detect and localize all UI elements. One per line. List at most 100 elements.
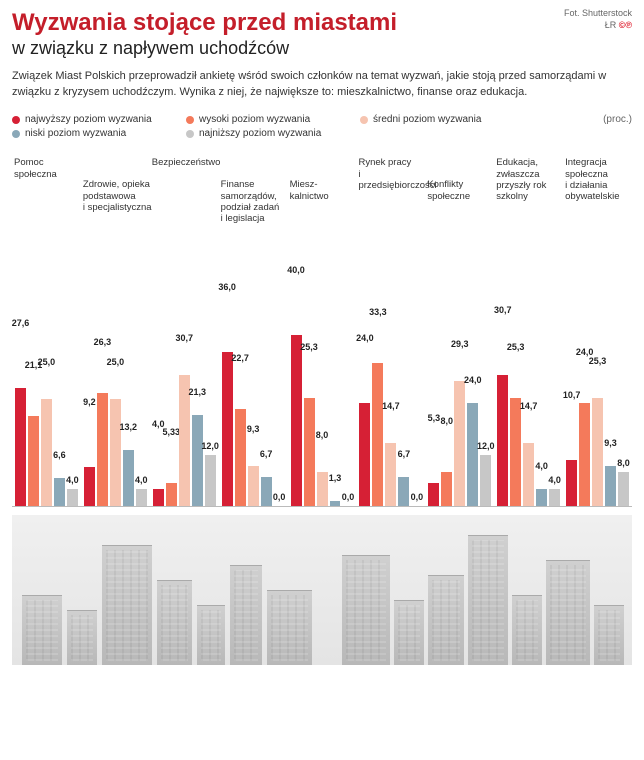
bar-wrap: 30,7 (497, 267, 508, 506)
legend-swatch (360, 116, 368, 124)
category-labels-row: PomocspołecznaZdrowie, opiekapodstawowai… (12, 157, 632, 267)
label-column: Rynek pracyi przedsiębiorczości (356, 157, 425, 267)
category-label: Zdrowie, opiekapodstawowai specjalistycz… (83, 179, 158, 213)
bar-value-label: 25,3 (507, 342, 525, 352)
intro-text: Związek Miast Polskich przeprowadził ank… (12, 69, 632, 100)
bar-wrap: 6,6 (54, 267, 65, 506)
bar-wrap: 14,7 (523, 267, 534, 506)
bar-value-label: 8,0 (617, 458, 630, 468)
bar-value-label: 13,2 (120, 422, 138, 432)
category-label: Edukacja,zwłaszczaprzyszły rokszkolny (496, 157, 571, 203)
bar (566, 460, 577, 506)
bar-wrap: 12,0 (480, 267, 491, 506)
bar (304, 398, 315, 506)
bar (330, 501, 341, 507)
bar (205, 455, 216, 506)
bar-wrap: 25,3 (592, 267, 603, 506)
bar (467, 403, 478, 506)
bar-wrap: 4,0 (153, 267, 164, 506)
legend-label: wysoki poziom wyzwania (199, 114, 310, 125)
bar-group: 5,38,0 29,3 24,012,0 (425, 267, 494, 506)
bar-value-label: 24,0 (464, 375, 482, 385)
bar-wrap: 9,3 (605, 267, 616, 506)
building-shape (67, 610, 97, 665)
bar (41, 399, 52, 506)
building-shape (428, 575, 464, 665)
bar-wrap: 25,3 (510, 267, 521, 506)
bar (28, 416, 39, 506)
bar (84, 467, 95, 506)
bar-value-label: 9,3 (247, 424, 260, 434)
legend-label: najwyższy poziom wyzwania (25, 114, 152, 125)
category-label: Integracjaspołecznai działaniaobywatelsk… (565, 157, 640, 203)
bar-wrap: 22,7 (235, 267, 246, 506)
bar-value-label: 4,0 (535, 461, 548, 471)
bar (398, 477, 409, 506)
bar (54, 478, 65, 506)
category-label: Pomocspołeczna (14, 157, 89, 180)
bar-wrap: 6,7 (261, 267, 272, 506)
bar-wrap: 4,0 (549, 267, 560, 506)
bar-value-label: 6,7 (398, 449, 411, 459)
bar-value-label: 4,0 (66, 475, 79, 485)
bar-value-label: 26,3 (94, 337, 112, 347)
bar-value-label: 25,0 (107, 357, 125, 367)
bar (454, 381, 465, 507)
bar-wrap: 36,0 (222, 267, 233, 506)
bar-wrap: 5,3 (428, 267, 439, 506)
bar-value-label: 8,0 (316, 430, 329, 440)
label-column: Zdrowie, opiekapodstawowai specjalistycz… (81, 157, 150, 267)
bar-value-label: 30,7 (494, 305, 512, 315)
bar-wrap: 8,0 (618, 267, 629, 506)
bar-value-label: 1,3 (329, 473, 342, 483)
category-label: Miesz-kalnictwo (290, 179, 365, 202)
bar-wrap: 24,0 (579, 267, 590, 506)
city-illustration (12, 515, 632, 665)
label-column: Konfliktyspołeczne (425, 157, 494, 267)
bar-wrap: 4,0 (67, 267, 78, 506)
bar-value-label: 25,3 (589, 356, 607, 366)
bar-value-label: 14,7 (382, 401, 400, 411)
bar-wrap: 6,7 (398, 267, 409, 506)
bar-group: 27,621,125,06,64,0 (12, 267, 81, 506)
bar-group: 36,022,79,36,70,0 (219, 267, 288, 506)
credit-line2: ŁR (605, 20, 617, 30)
legend-row-1: najwyższy poziom wyzwania wysoki poziom w… (12, 114, 632, 125)
bar-wrap: 1,3 (330, 267, 341, 506)
category-label: Konfliktyspołeczne (427, 179, 502, 202)
bar-wrap: 21,3 (192, 267, 203, 506)
building-shape (230, 565, 262, 665)
bar-value-label: 30,7 (175, 333, 193, 343)
bar-wrap: 12,0 (205, 267, 216, 506)
bar (579, 403, 590, 506)
bar (123, 450, 134, 507)
bar-value-label: 29,3 (451, 339, 469, 349)
bar (248, 466, 259, 506)
bar (235, 409, 246, 506)
bar (317, 472, 328, 506)
legend-swatch (12, 116, 20, 124)
bar-wrap: 33,3 (372, 267, 383, 506)
building-shape (468, 535, 508, 665)
building-shape (197, 605, 225, 665)
bar-value-label: 0,0 (273, 492, 286, 502)
bar-wrap: 8,0 (441, 267, 452, 506)
subtitle: w związku z napływem uchodźców (12, 38, 632, 59)
building-shape (22, 595, 62, 665)
bar-value-label: 10,7 (563, 390, 581, 400)
bar-value-label: 8,0 (441, 416, 454, 426)
legend-item: niski poziom wyzwania (12, 128, 162, 139)
bar (110, 399, 121, 506)
bar-group: 4,05,3330,721,312,0 (150, 267, 219, 506)
bar (67, 489, 78, 506)
bar-group: 24,033,314,76,70,0 (356, 267, 425, 506)
bar (15, 388, 26, 506)
leader-line (150, 157, 219, 254)
bar (618, 472, 629, 506)
legend-item: średni poziom wyzwania (360, 114, 510, 125)
bar-value-label: 6,6 (53, 450, 66, 460)
legend-item: najwyższy poziom wyzwania (12, 114, 162, 125)
label-column: Integracjaspołecznai działaniaobywatelsk… (563, 157, 632, 267)
bar (510, 398, 521, 506)
bar-value-label: 9,2 (83, 397, 96, 407)
